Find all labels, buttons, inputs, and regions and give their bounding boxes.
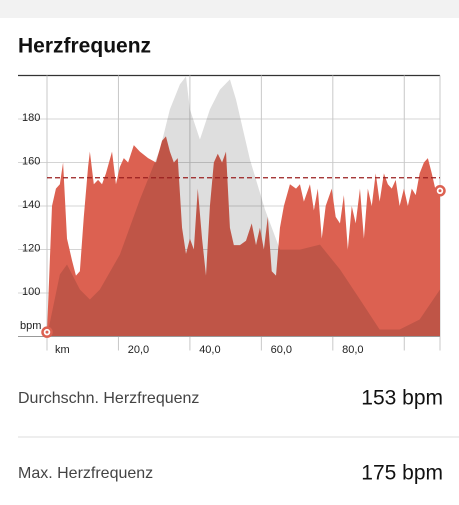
x-tick-label: 40,0 — [199, 344, 220, 356]
y-tick-label: 180 — [22, 112, 40, 124]
y-axis-label: bpm — [20, 320, 41, 332]
stat-label: Durchschn. Herzfrequenz — [18, 390, 199, 407]
elevation-area — [47, 76, 440, 337]
y-tick-label: 160 — [22, 155, 40, 167]
y-tick-label: 120 — [22, 242, 40, 254]
x-axis-label: km — [55, 344, 70, 356]
x-tick-label: 60,0 — [271, 344, 292, 356]
endpoint-dot — [438, 189, 442, 193]
y-tick-label: 140 — [22, 199, 40, 211]
y-tick-label: 100 — [22, 286, 40, 298]
stat-label: Max. Herzfrequenz — [18, 465, 153, 482]
stat-value: 175 bpm — [361, 462, 443, 485]
plot: 100 120 140 160 180 20,0 40,0 60,0 80,0 km bpm — [18, 74, 446, 356]
x-tick-label: 80,0 — [342, 344, 363, 356]
x-tick-label: 20,0 — [128, 344, 149, 356]
stats: Durchschn. Herzfrequenz 153 bpm Max. Herzf… — [18, 387, 459, 485]
top-bar — [0, 0, 459, 18]
endpoint-dot — [45, 330, 49, 334]
stat-value: 153 bpm — [361, 387, 443, 410]
chart-title: Herzfrequenz — [18, 35, 151, 58]
